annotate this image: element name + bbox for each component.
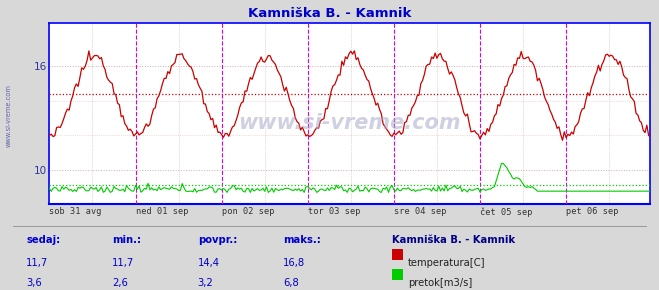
- Text: povpr.:: povpr.:: [198, 235, 237, 245]
- Text: 3,6: 3,6: [26, 278, 42, 288]
- Text: sedaj:: sedaj:: [26, 235, 61, 245]
- Text: tor 03 sep: tor 03 sep: [308, 207, 360, 216]
- Text: www.si-vreme.com: www.si-vreme.com: [5, 85, 12, 147]
- Text: Kamniška B. - Kamnik: Kamniška B. - Kamnik: [248, 7, 411, 20]
- Text: sre 04 sep: sre 04 sep: [394, 207, 446, 216]
- Text: www.si-vreme.com: www.si-vreme.com: [239, 113, 461, 133]
- Text: 14,4: 14,4: [198, 258, 219, 268]
- Text: temperatura[C]: temperatura[C]: [408, 258, 486, 268]
- Text: Kamniška B. - Kamnik: Kamniška B. - Kamnik: [392, 235, 515, 245]
- Text: 16,8: 16,8: [283, 258, 306, 268]
- Text: 2,6: 2,6: [112, 278, 128, 288]
- Text: pet 06 sep: pet 06 sep: [566, 207, 619, 216]
- Text: 3,2: 3,2: [198, 278, 214, 288]
- Text: pretok[m3/s]: pretok[m3/s]: [408, 278, 472, 288]
- Text: pon 02 sep: pon 02 sep: [221, 207, 274, 216]
- Text: sob 31 avg: sob 31 avg: [49, 207, 102, 216]
- Text: maks.:: maks.:: [283, 235, 321, 245]
- Text: 11,7: 11,7: [26, 258, 49, 268]
- Text: min.:: min.:: [112, 235, 141, 245]
- Text: 11,7: 11,7: [112, 258, 134, 268]
- Text: čet 05 sep: čet 05 sep: [480, 207, 532, 217]
- Text: 6,8: 6,8: [283, 278, 299, 288]
- Text: ned 01 sep: ned 01 sep: [136, 207, 188, 216]
